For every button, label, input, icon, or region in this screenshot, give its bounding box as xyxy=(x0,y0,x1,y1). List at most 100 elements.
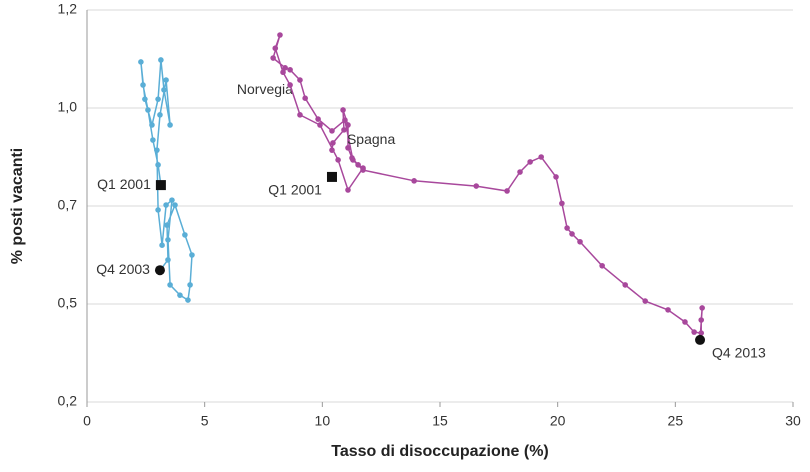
x-tick-label: 30 xyxy=(785,413,801,429)
point xyxy=(163,77,169,83)
series-line xyxy=(272,34,703,340)
annotation-label: Q4 2013 xyxy=(712,345,766,361)
point xyxy=(270,55,276,61)
point xyxy=(182,232,188,238)
point xyxy=(350,157,356,163)
point xyxy=(599,262,605,269)
point xyxy=(622,282,629,288)
x-tick-label: 15 xyxy=(432,413,448,429)
point xyxy=(155,96,161,102)
point xyxy=(691,329,697,335)
point xyxy=(277,32,283,38)
point xyxy=(167,122,173,128)
point xyxy=(142,96,148,102)
point xyxy=(167,282,173,288)
point xyxy=(172,202,178,208)
point xyxy=(164,222,170,228)
x-tick-label: 25 xyxy=(668,413,684,429)
y-axis-title: % posti vacanti xyxy=(9,148,26,264)
series-line xyxy=(140,59,193,302)
point xyxy=(185,297,191,303)
point xyxy=(169,197,175,203)
point xyxy=(282,65,288,71)
point xyxy=(569,231,575,237)
point xyxy=(330,140,336,146)
point xyxy=(161,87,167,93)
point xyxy=(538,154,544,160)
point xyxy=(155,207,161,213)
point xyxy=(150,137,156,143)
point xyxy=(665,307,671,313)
point xyxy=(163,202,169,208)
point xyxy=(158,57,164,63)
point xyxy=(145,107,151,113)
y-tick-label: 0,7 xyxy=(58,197,78,213)
point xyxy=(157,112,163,118)
point xyxy=(342,117,348,123)
point xyxy=(504,188,510,194)
point xyxy=(287,66,293,73)
point xyxy=(340,107,346,113)
point xyxy=(345,187,351,193)
point xyxy=(315,116,321,122)
point xyxy=(297,112,303,118)
point xyxy=(698,330,705,336)
point xyxy=(297,77,303,83)
point xyxy=(335,157,341,163)
point xyxy=(517,169,523,175)
point xyxy=(165,237,171,243)
point xyxy=(559,200,565,207)
point xyxy=(642,298,649,304)
point xyxy=(155,162,161,168)
point xyxy=(272,45,279,52)
point xyxy=(329,147,335,153)
point xyxy=(698,317,705,323)
point xyxy=(138,59,144,65)
point xyxy=(280,69,286,76)
series-label: Spagna xyxy=(347,131,395,147)
point xyxy=(355,162,361,168)
annotation-marker xyxy=(695,334,706,345)
x-tick-label: 20 xyxy=(550,413,566,429)
x-axis-title: Tasso di disoccupazione (%) xyxy=(331,443,549,460)
point xyxy=(177,292,183,298)
point xyxy=(527,159,533,165)
annotation-label: Q1 2001 xyxy=(268,182,322,198)
annotation-label: Q4 2003 xyxy=(96,261,150,277)
point xyxy=(154,147,160,153)
annotation-label: Q1 2001 xyxy=(97,176,151,192)
annotation-marker xyxy=(326,171,337,182)
point xyxy=(329,128,335,134)
y-tick-label: 1,0 xyxy=(58,99,78,115)
point xyxy=(345,145,351,151)
point xyxy=(682,319,688,325)
point xyxy=(411,178,417,184)
point xyxy=(553,174,559,180)
point xyxy=(473,183,480,189)
point xyxy=(149,122,155,128)
point xyxy=(187,282,193,288)
point xyxy=(341,127,347,133)
point xyxy=(189,252,195,258)
point xyxy=(345,122,351,128)
series-label: Norvegia xyxy=(237,81,293,97)
point xyxy=(287,82,293,88)
x-tick-label: 10 xyxy=(315,413,331,429)
y-tick-label: 1,2 xyxy=(58,1,78,17)
annotation-marker xyxy=(154,265,165,276)
x-tick-label: 0 xyxy=(83,413,91,429)
point xyxy=(564,225,570,231)
point xyxy=(699,305,705,311)
point xyxy=(360,167,366,173)
x-tick-label: 5 xyxy=(201,413,209,429)
y-tick-label: 0,2 xyxy=(58,393,78,409)
point xyxy=(165,257,171,263)
annotation-marker xyxy=(155,180,166,191)
point xyxy=(577,238,583,245)
point xyxy=(159,242,165,248)
point xyxy=(317,122,323,128)
y-tick-label: 0,5 xyxy=(58,295,78,311)
point xyxy=(140,82,146,88)
point xyxy=(302,95,308,101)
